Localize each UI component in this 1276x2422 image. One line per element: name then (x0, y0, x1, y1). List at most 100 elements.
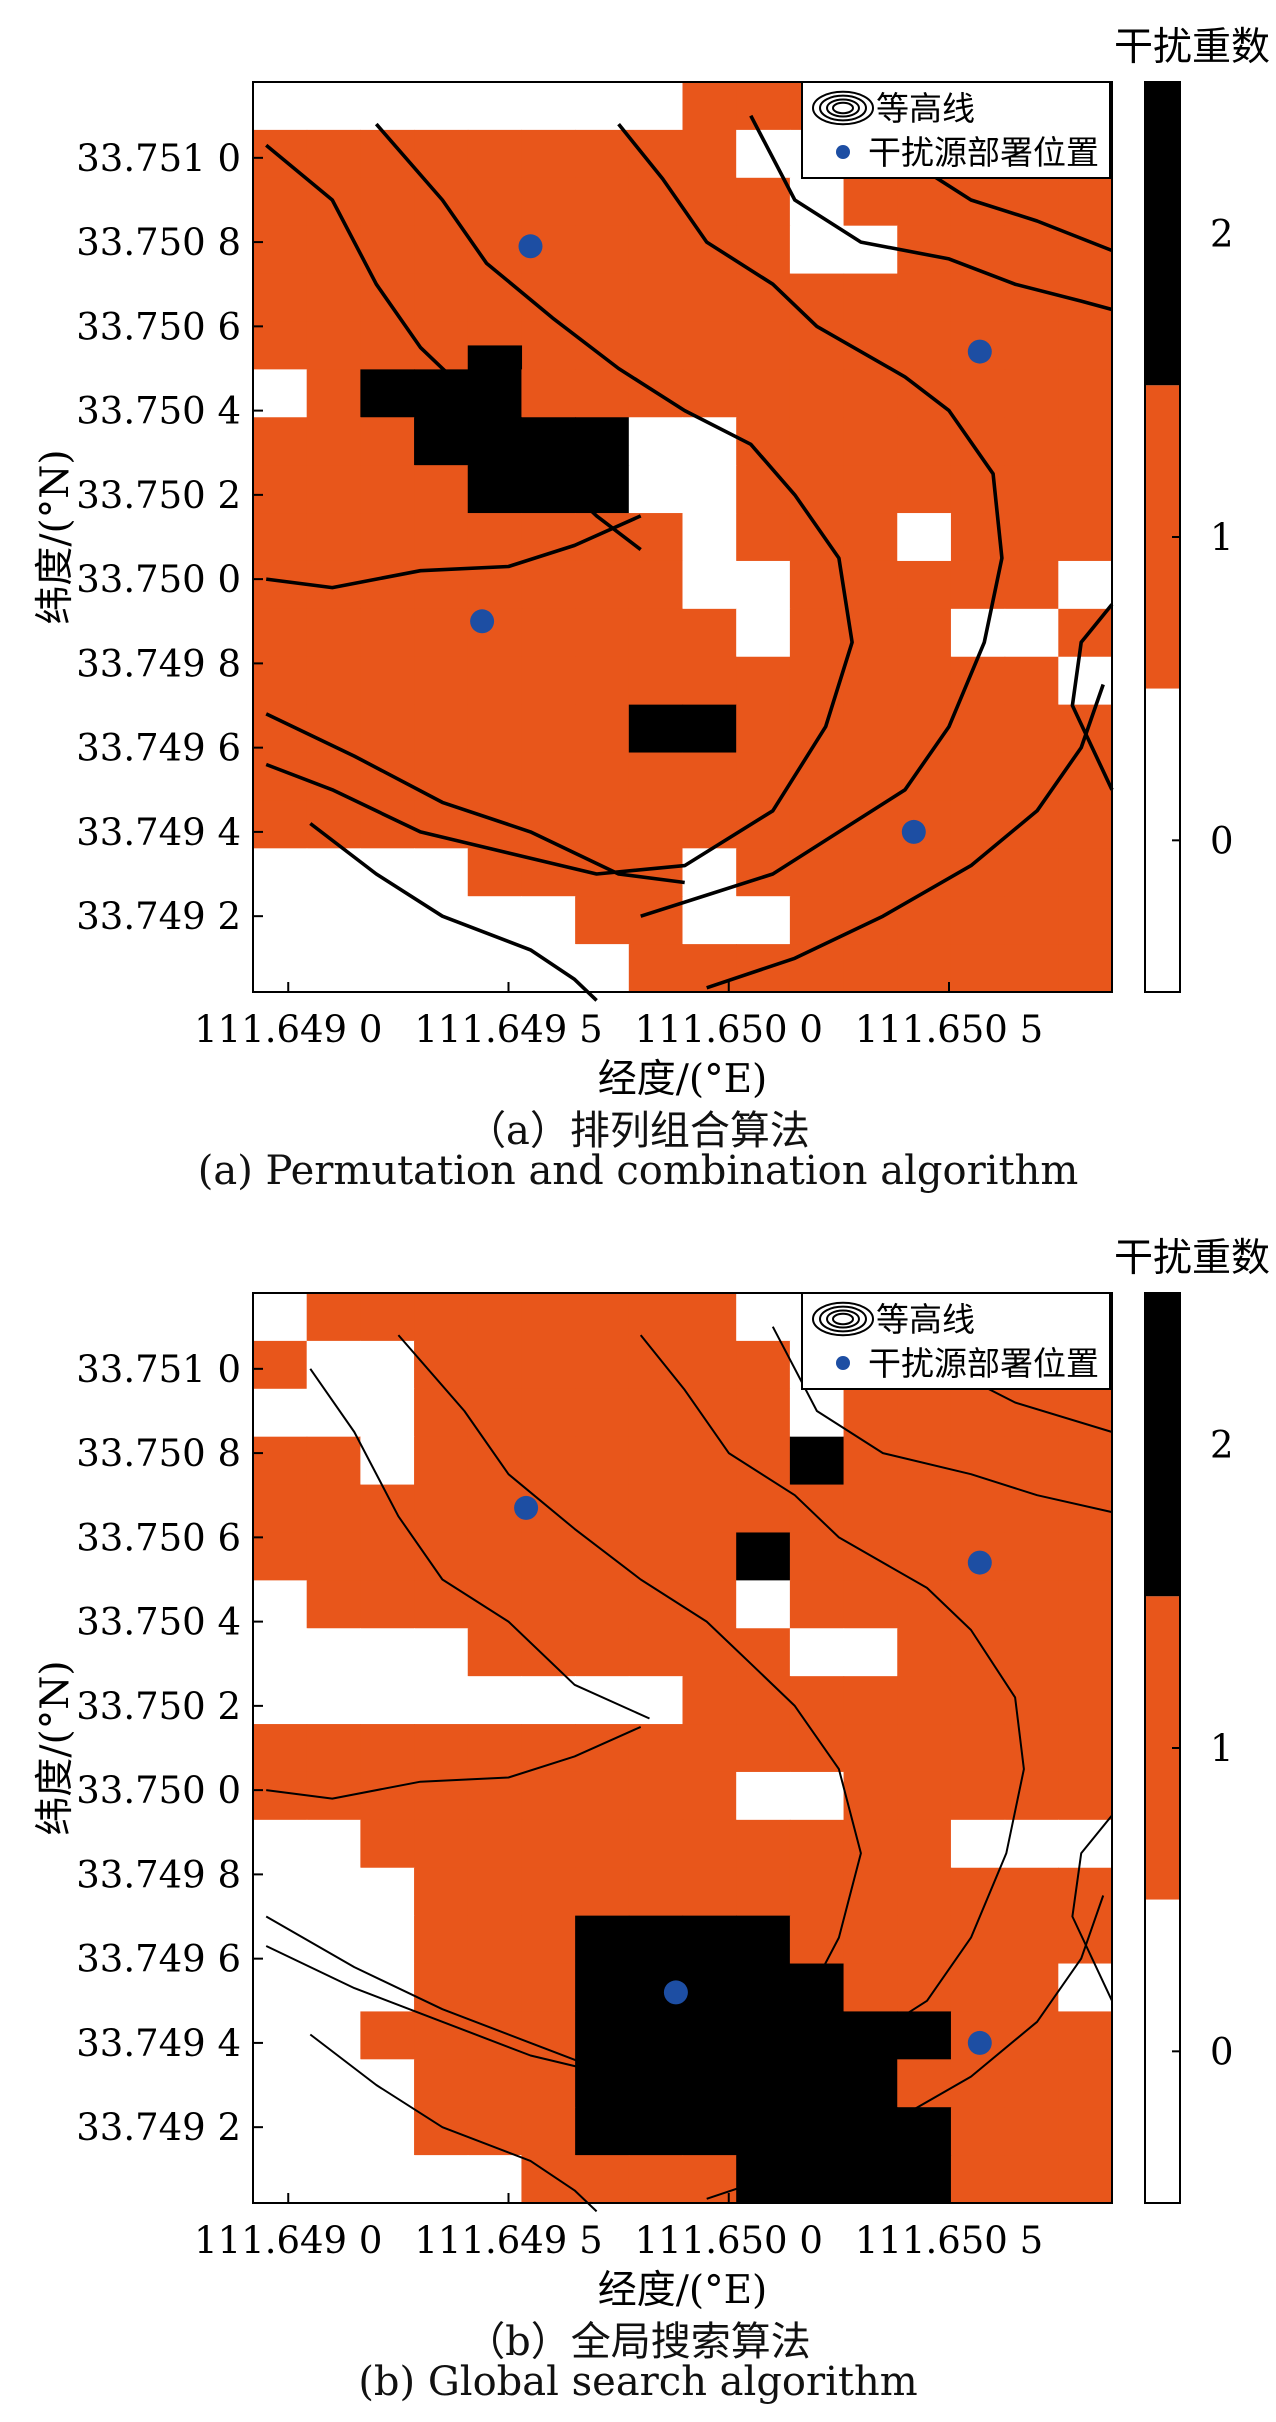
heatmap-cell (1004, 513, 1059, 562)
heatmap-cell (789, 1867, 845, 1917)
heatmap-cell (682, 1771, 737, 1821)
heatmap-cell (414, 1436, 469, 1486)
heatmap-cell (575, 2059, 630, 2108)
heatmap-cell (253, 1340, 308, 1390)
heatmap-cell (575, 800, 630, 849)
heatmap-cell (414, 1915, 469, 1965)
heatmap-cell (789, 417, 845, 466)
heatmap-cell (897, 848, 952, 897)
heatmap-cell (950, 1676, 1006, 1725)
heatmap-cells (253, 82, 1113, 993)
heatmap-chart-a: 33.751 0 33.750 8 33.750 6 33.750 4 33.750 2… (33, 25, 1270, 1102)
heatmap-cell (414, 225, 469, 275)
source-point (514, 1495, 539, 1520)
heatmap-cell (843, 2059, 898, 2108)
heatmap-cell (789, 752, 845, 802)
heatmap-cell (467, 1340, 523, 1390)
heatmap-cell (682, 1436, 737, 1486)
heatmap-cell (1058, 2155, 1113, 2204)
heatmap-cell (521, 369, 576, 418)
heatmap-cell (897, 273, 952, 323)
heatmap-cell (950, 1580, 1006, 1629)
heatmap-cell (950, 1915, 1006, 1965)
heatmap-cell (736, 1819, 791, 1869)
heatmap-cell (897, 944, 952, 993)
heatmap-cell (253, 1915, 308, 1965)
y-tick-label: 33.750 8 (76, 1432, 241, 1475)
heatmap-cell (1004, 1724, 1059, 1773)
heatmap-cell (467, 848, 523, 897)
heatmap-cell (306, 1724, 361, 1773)
contour-line (309, 822, 598, 1002)
heatmap-cell (897, 417, 952, 466)
heatmap-cell (1058, 944, 1113, 993)
heatmap-cell (628, 752, 684, 802)
heatmap-cell (467, 1532, 523, 1581)
heatmap-cell (575, 896, 630, 945)
heatmap-chart-b: 33.751 0 33.750 8 33.750 6 33.750 4 33.750 2… (33, 1236, 1270, 2313)
heatmap-cell (1004, 848, 1059, 897)
contour-line (265, 122, 854, 876)
heatmap-cell (467, 1819, 523, 1869)
contour-line (1070, 603, 1114, 791)
contour-line (1071, 1814, 1113, 2002)
heatmap-cell (414, 1819, 469, 1869)
heatmap-cell (628, 1532, 684, 1581)
heatmap-cell (1058, 1580, 1113, 1629)
heatmap-cell (521, 1293, 576, 1342)
y-tick-label: 33.749 6 (76, 1938, 241, 1981)
heatmap-cell (253, 417, 308, 466)
heatmap-cell (682, 1676, 737, 1725)
heatmap-cell (253, 273, 308, 323)
heatmap-cell (306, 1628, 361, 1677)
heatmap-cell (843, 1676, 898, 1725)
heatmap-cell (414, 656, 469, 706)
x-tick-label: 111.650 0 (635, 2219, 823, 2262)
heatmap-cell (467, 465, 523, 514)
heatmap-cell (736, 1724, 791, 1773)
heatmap-cell (897, 656, 952, 706)
heatmap-cell (306, 1436, 361, 1486)
heatmap-cell (628, 177, 684, 227)
heatmap-cell (306, 608, 361, 658)
heatmap-cell (414, 177, 469, 227)
contour-line (265, 712, 685, 885)
heatmap-cell (306, 417, 361, 466)
heatmap-cell (1058, 1532, 1113, 1581)
heatmap-cell (575, 1724, 630, 1773)
heatmap-cell (253, 2011, 308, 2060)
heatmap-cell (521, 1580, 576, 1629)
heatmap-cell (521, 944, 576, 993)
heatmap-cell (682, 2107, 737, 2156)
heatmap-cell (1058, 752, 1113, 802)
heatmap-cell (897, 2011, 952, 2060)
heatmap-cell (360, 321, 415, 370)
heatmap-cell (950, 273, 1006, 323)
x-tick-label: 111.649 0 (194, 2219, 382, 2262)
heatmap-cell (521, 129, 576, 179)
heatmap-cell (1058, 177, 1113, 227)
heatmap-cell (682, 1532, 737, 1581)
heatmap-cell (306, 513, 361, 562)
heatmap-cell (736, 2107, 791, 2156)
heatmap-cell (736, 1484, 791, 1534)
heatmap-cell (253, 2155, 308, 2204)
heatmap-cell (521, 82, 576, 131)
heatmap-cell (521, 1819, 576, 1869)
heatmap-cell (306, 944, 361, 993)
heatmap-cell (253, 1867, 308, 1917)
heatmap-cell (1004, 2107, 1059, 2156)
heatmap-cell (1058, 560, 1113, 610)
heatmap-cell (628, 2107, 684, 2156)
heatmap-cell (360, 1340, 415, 1390)
x-tick-label: 111.649 5 (414, 1008, 602, 1051)
legend-source-label: 干扰源部署位置 (868, 1344, 1099, 1383)
heatmap-cell (897, 560, 952, 610)
contour-line (265, 514, 642, 590)
heatmap-cell (682, 369, 737, 418)
heatmap-cell (843, 369, 898, 418)
y-tick-label: 33.750 4 (76, 390, 241, 433)
heatmap-cell (521, 2059, 576, 2108)
heatmap-cell (950, 1484, 1006, 1534)
